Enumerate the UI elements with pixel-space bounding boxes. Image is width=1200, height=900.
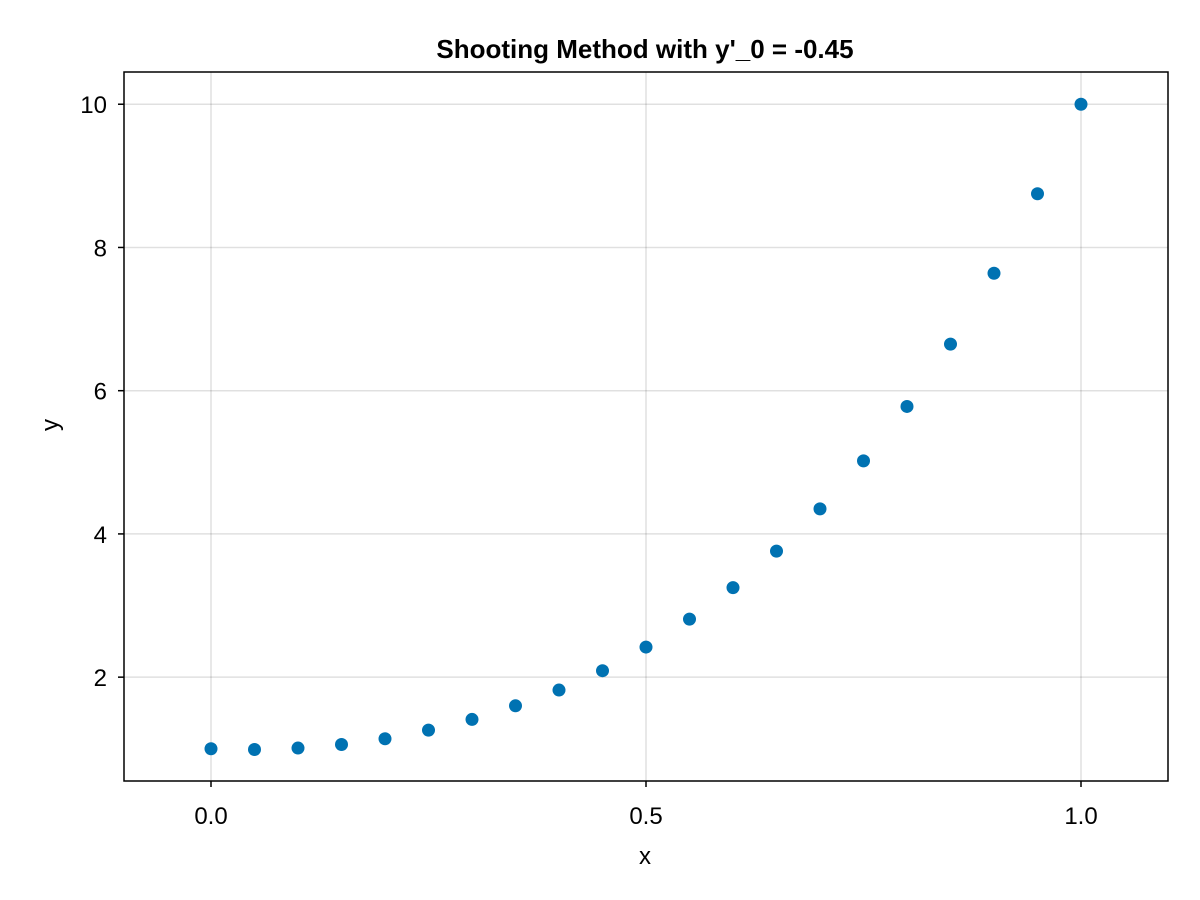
x-tick-label: 0.0 xyxy=(194,803,227,830)
grid-lines xyxy=(124,72,1168,781)
y-tick-label: 8 xyxy=(94,235,107,262)
y-tick-label: 6 xyxy=(94,379,107,406)
data-point xyxy=(683,612,696,626)
data-point xyxy=(900,399,914,413)
x-tick-label: 0.5 xyxy=(629,803,662,830)
data-point xyxy=(509,699,522,713)
y-tick-label: 2 xyxy=(94,665,107,692)
data-point xyxy=(639,640,653,654)
data-point xyxy=(378,732,392,746)
data-point xyxy=(987,266,1001,280)
x-tick-label: 1.0 xyxy=(1064,803,1097,830)
data-point xyxy=(204,742,218,756)
data-point xyxy=(596,664,609,678)
data-point xyxy=(726,581,740,595)
y-axis-ticks: 2 4 6 8 10 xyxy=(80,92,124,692)
data-point xyxy=(248,742,261,756)
data-point xyxy=(813,502,827,516)
x-axis-ticks: 0.0 0.5 1.0 xyxy=(194,781,1098,830)
data-point xyxy=(422,723,435,737)
chart-title: Shooting Method with y'_0 = -0.45 xyxy=(436,34,853,64)
data-point xyxy=(770,544,783,558)
data-point xyxy=(552,683,566,697)
data-points xyxy=(204,97,1088,756)
data-point xyxy=(944,337,957,351)
y-axis-label: y xyxy=(37,419,64,431)
y-tick-label: 10 xyxy=(80,92,107,119)
data-point xyxy=(291,741,305,755)
y-tick-label: 4 xyxy=(94,522,107,549)
data-point xyxy=(857,454,870,468)
data-point xyxy=(1074,97,1088,111)
data-point xyxy=(335,737,348,751)
x-axis-label: x xyxy=(639,843,651,870)
data-point xyxy=(465,712,479,726)
data-point xyxy=(1031,187,1044,201)
